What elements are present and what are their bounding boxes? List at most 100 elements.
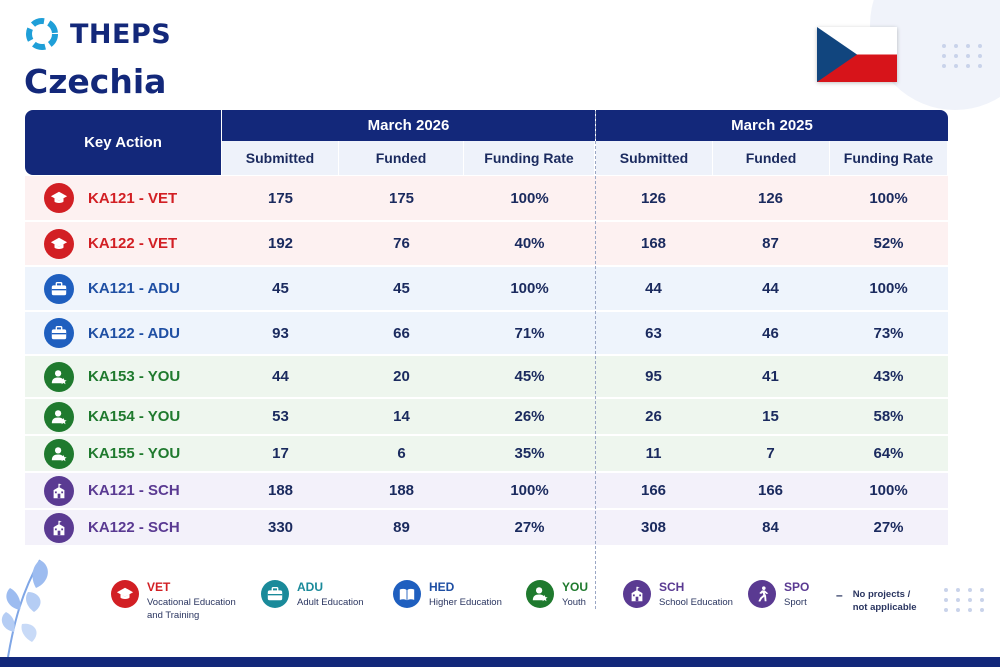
legend-item-hed: HED Higher Education xyxy=(393,580,502,609)
funded-cell: 41 xyxy=(762,368,779,385)
key-action-label: KA121 - VET xyxy=(88,189,178,207)
submitted-cell: 44 xyxy=(272,368,289,385)
decorative-dots xyxy=(944,588,986,612)
logo-ring-icon xyxy=(26,18,58,50)
legend-code: YOU xyxy=(562,580,589,594)
youth-person-icon xyxy=(44,438,74,469)
period-title: March 2026 xyxy=(222,110,595,141)
submitted-cell: 44 xyxy=(645,280,662,297)
funding-rate-cell: 40% xyxy=(514,235,545,252)
legend-description: School Education xyxy=(659,597,733,608)
submitted-cell: 53 xyxy=(272,408,289,425)
funded-cell: 7 xyxy=(766,445,775,462)
leaf-decoration xyxy=(1,559,48,657)
legend-description: Adult Education xyxy=(297,597,364,608)
funded-cell: 45 xyxy=(393,280,410,297)
submitted-cell: 175 xyxy=(267,189,294,207)
funding-rate-cell: 43% xyxy=(873,368,904,385)
key-action-label: KA121 - SCH xyxy=(88,482,180,499)
period-march-2026: March 2026 Submitted Funded Funding Rate xyxy=(222,110,595,175)
funding-rate-cell: 73% xyxy=(873,324,904,342)
funded-cell: 188 xyxy=(388,482,415,499)
submitted-cell: 188 xyxy=(267,482,294,499)
running-person-icon xyxy=(748,580,776,608)
submitted-cell: 63 xyxy=(645,324,662,342)
table-row: KA122 - ADU 93 66 71% 63 46 73% xyxy=(25,312,948,356)
submitted-cell: 308 xyxy=(640,519,667,536)
funded-cell: 6 xyxy=(397,445,406,462)
funding-rate-cell: 100% xyxy=(869,189,908,207)
legend-code: SCH xyxy=(659,580,685,594)
legend-code: VET xyxy=(147,580,171,594)
footer-bar xyxy=(0,657,1000,667)
funding-table: Key Action March 2026 Submitted Funded F… xyxy=(25,110,948,609)
column-header: Funding Rate xyxy=(464,141,595,175)
funded-cell: 20 xyxy=(393,368,410,385)
page-title: Czechia xyxy=(24,62,167,101)
school-building-icon xyxy=(623,580,651,608)
table-row: KA121 - SCH 188 188 100% 166 166 100% xyxy=(25,473,948,510)
key-action-header: Key Action xyxy=(25,110,221,175)
funded-cell: 87 xyxy=(762,235,779,252)
legend-description: Sport xyxy=(784,597,807,608)
key-action-label: KA121 - ADU xyxy=(88,280,180,297)
graduation-cap-icon xyxy=(44,228,74,259)
briefcase-icon xyxy=(44,273,74,304)
submitted-cell: 166 xyxy=(640,482,667,499)
funding-rate-cell: 27% xyxy=(514,519,545,536)
funding-rate-cell: 35% xyxy=(514,445,545,462)
decorative-dots xyxy=(942,44,984,68)
period-title: March 2025 xyxy=(596,110,948,141)
column-header: Submitted xyxy=(596,141,713,175)
submitted-cell: 330 xyxy=(267,519,294,536)
book-icon xyxy=(393,580,421,608)
funding-rate-cell: 100% xyxy=(510,280,549,297)
table-row: KA122 - SCH 330 89 27% 308 84 27% xyxy=(25,510,948,547)
funded-cell: 46 xyxy=(762,324,779,342)
funded-cell: 175 xyxy=(388,189,415,207)
submitted-cell: 17 xyxy=(272,445,289,462)
funded-cell: 76 xyxy=(393,235,410,252)
table-row: KA121 - ADU 45 45 100% 44 44 100% xyxy=(25,267,948,312)
na-symbol: – xyxy=(836,588,843,602)
brand-logo: THEPS xyxy=(24,16,171,52)
table-row: KA122 - VET 192 76 40% 168 87 52% xyxy=(25,222,948,267)
funded-cell: 166 xyxy=(757,482,784,499)
youth-person-icon xyxy=(44,361,74,392)
briefcase-icon xyxy=(44,318,74,348)
funding-rate-cell: 100% xyxy=(510,189,549,207)
period-march-2025: March 2025 Submitted Funded Funding Rate xyxy=(596,110,948,175)
legend-code: SPO xyxy=(784,580,810,594)
funding-rate-cell: 71% xyxy=(514,324,545,342)
funded-cell: 126 xyxy=(757,189,784,207)
submitted-cell: 95 xyxy=(645,368,662,385)
funding-rate-cell: 100% xyxy=(510,482,549,499)
funded-cell: 89 xyxy=(393,519,410,536)
legend-code: ADU xyxy=(297,580,323,594)
submitted-cell: 192 xyxy=(267,235,294,252)
key-action-label: KA122 - SCH xyxy=(88,519,180,536)
submitted-cell: 26 xyxy=(645,408,662,425)
period-divider xyxy=(595,111,596,609)
submitted-cell: 168 xyxy=(640,235,667,252)
graduation-cap-icon xyxy=(44,183,74,213)
submitted-cell: 93 xyxy=(272,324,289,342)
funding-rate-cell: 27% xyxy=(873,519,904,536)
table-row: KA153 - YOU 44 20 45% 95 41 43% xyxy=(25,356,948,399)
column-header: Funded xyxy=(339,141,464,175)
column-header: Funded xyxy=(713,141,830,175)
funded-cell: 14 xyxy=(393,408,410,425)
youth-person-icon xyxy=(44,401,74,432)
key-action-label: KA122 - ADU xyxy=(88,324,180,342)
legend-description: Vocational Education xyxy=(147,597,236,608)
key-action-label: KA153 - YOU xyxy=(88,368,181,385)
table-row: KA154 - YOU 53 14 26% 26 15 58% xyxy=(25,399,948,436)
key-action-label: KA155 - YOU xyxy=(88,445,181,462)
legend-item-sch: SCH School Education xyxy=(623,580,733,609)
submitted-cell: 126 xyxy=(640,189,667,207)
funding-rate-cell: 52% xyxy=(873,235,904,252)
table-header: Key Action March 2026 Submitted Funded F… xyxy=(25,110,948,175)
funding-rate-cell: 64% xyxy=(873,445,904,462)
legend-description: No projects / xyxy=(852,589,911,600)
submitted-cell: 45 xyxy=(272,280,289,297)
